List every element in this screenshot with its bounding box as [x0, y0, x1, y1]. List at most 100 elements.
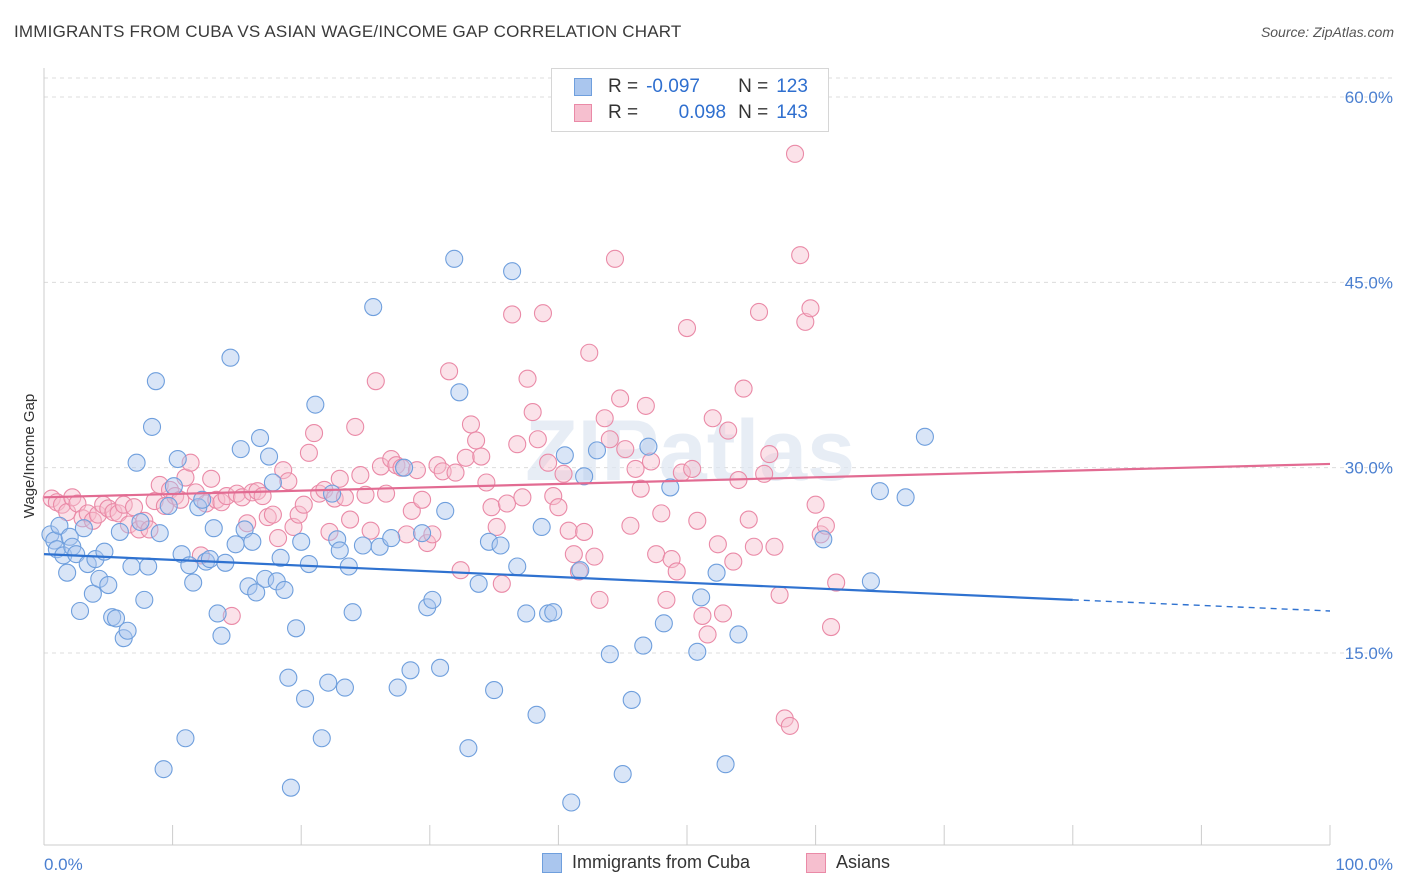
asians-point — [294, 495, 313, 514]
cuba-point — [861, 572, 880, 591]
legend-r-value: 0.098 — [678, 102, 727, 123]
cuba-point — [459, 739, 478, 758]
cuba-point — [431, 658, 450, 677]
asians-point — [698, 625, 717, 644]
asians-point — [626, 459, 645, 478]
asians-point — [652, 504, 671, 523]
asians-point — [796, 312, 815, 331]
asians-point — [667, 562, 686, 581]
cuba-point — [413, 524, 432, 543]
cuba-point — [319, 673, 338, 692]
cuba-point — [243, 532, 262, 551]
asians-point — [791, 246, 810, 265]
cuba-point — [335, 678, 354, 697]
legend-r-label: R = — [608, 76, 639, 97]
asians-point — [739, 510, 758, 529]
cuba-point — [382, 529, 401, 548]
asians-point — [533, 304, 553, 323]
cuba-point — [110, 522, 129, 541]
asians-point — [827, 573, 846, 592]
cuba-point — [491, 536, 510, 555]
asians-point — [544, 487, 563, 506]
bottom-swatch-cuba — [542, 852, 562, 873]
cuba-point — [328, 530, 347, 549]
cuba-point — [86, 550, 105, 569]
trend-lines — [43, 462, 1331, 612]
asians-point — [258, 508, 277, 527]
asians-point — [366, 372, 385, 391]
cuba-point — [401, 661, 420, 680]
cuba-point — [343, 603, 362, 622]
cuba-point — [479, 532, 499, 551]
asians-point — [472, 447, 491, 466]
cuba-point — [193, 490, 212, 509]
cuba-point — [364, 297, 383, 317]
cuba-point — [296, 689, 315, 708]
asians-point — [207, 490, 226, 509]
cuba-point — [259, 447, 279, 466]
asians-point — [600, 430, 619, 449]
y-tick-label: 30.0% — [1345, 459, 1393, 478]
asians-point — [320, 522, 339, 541]
cuba-point — [532, 517, 551, 537]
asians-point — [413, 490, 432, 509]
asians-points — [42, 144, 846, 735]
asians-point — [703, 409, 722, 428]
asians-point — [263, 505, 282, 524]
asians-point — [760, 445, 779, 464]
asians-point — [785, 144, 805, 163]
asians-point — [693, 606, 712, 625]
cuba-point — [168, 449, 187, 469]
cuba-trend-line — [43, 553, 1073, 601]
bottom-legend-cuba[interactable]: Immigrants from Cuba — [542, 852, 750, 873]
cuba-point — [436, 501, 455, 520]
cuba-point — [692, 588, 711, 607]
cuba-point — [716, 755, 735, 774]
cuba-point — [154, 760, 173, 779]
asians-point — [119, 515, 138, 534]
asians-point — [631, 479, 650, 498]
legend-r-label: R = — [608, 102, 639, 123]
asians-point — [559, 521, 578, 540]
legend-row-cuba: R = -0.097 N = 123 — [574, 75, 808, 99]
asians-point — [461, 415, 481, 434]
cuba-point — [99, 575, 118, 595]
bottom-legend-label-asians: Asians — [836, 852, 891, 872]
asians-point — [305, 424, 324, 443]
cuba-point — [74, 519, 93, 538]
asians-point — [446, 463, 465, 482]
asians-point — [418, 533, 437, 553]
bottom-swatch-asians — [806, 852, 826, 873]
cuba-point — [184, 573, 203, 592]
legend-n-value: 143 — [776, 102, 808, 123]
asians-point — [371, 457, 390, 476]
asians-point — [734, 379, 753, 398]
cuba-point — [688, 642, 707, 661]
legend-swatch-asians — [574, 104, 592, 122]
asians-point — [575, 522, 594, 541]
cuba-point — [292, 532, 311, 551]
cuba-point — [896, 488, 915, 507]
asians-point — [299, 443, 318, 462]
asians-point — [477, 473, 496, 492]
asians-point — [765, 537, 784, 556]
cuba-point — [146, 372, 165, 391]
bottom-legend-label-cuba: Immigrants from Cuba — [572, 852, 751, 872]
cuba-point — [485, 681, 504, 700]
cuba-point — [450, 383, 469, 402]
cuba-point — [544, 603, 563, 622]
cuba-point — [231, 440, 250, 459]
asians-point — [140, 520, 159, 539]
asians-point — [440, 362, 459, 381]
asians-point — [585, 547, 604, 566]
asians-point — [569, 562, 589, 581]
asians-point — [130, 520, 149, 539]
y-axis-label: Wage/Income Gap — [21, 394, 38, 519]
cuba-point — [127, 453, 146, 472]
asians-point — [274, 461, 293, 480]
asians-point — [528, 430, 547, 449]
bottom-legend-asians[interactable]: Asians — [806, 852, 890, 873]
asians-point — [518, 369, 537, 388]
asians-point — [564, 545, 583, 564]
